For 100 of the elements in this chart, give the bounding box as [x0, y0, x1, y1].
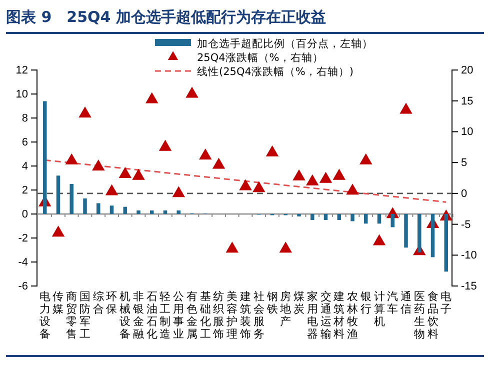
point: [212, 158, 226, 169]
point: [306, 174, 319, 186]
point: [346, 184, 359, 195]
y-tick-label: 8: [22, 112, 28, 125]
x-tick-label: 有色金属: [186, 290, 198, 340]
y-tick-label: 10: [16, 88, 28, 101]
bar: [444, 214, 448, 272]
bar: [123, 206, 127, 214]
x-tick-label: 公用事业: [173, 290, 184, 340]
point: [252, 181, 266, 192]
y-tick-label: 6: [22, 136, 28, 149]
x-tick-label: 房地产: [279, 290, 292, 328]
bar: [430, 214, 435, 258]
bar: [350, 214, 354, 222]
point: [92, 160, 105, 171]
point: [118, 166, 132, 178]
point: [65, 153, 78, 164]
bar: [136, 210, 140, 214]
point: [332, 168, 346, 180]
point: [360, 153, 372, 164]
x-tick-label: 医药生物: [414, 290, 425, 340]
point: [199, 148, 212, 160]
x-tick-label: 轻工制造: [160, 290, 171, 340]
x-tick-label: 煤炭: [294, 290, 304, 316]
y2-tick-label: 5: [461, 157, 468, 170]
x-tick-label: 环保: [106, 290, 118, 316]
x-tick-label: 美容护理: [226, 290, 238, 340]
y-tick-label: -2: [18, 232, 28, 245]
x-tick-label: 农林牧渔: [346, 290, 358, 340]
bar: [150, 210, 154, 214]
y2-tick-label: 20: [461, 64, 474, 77]
x-tick-label: 商贸零售: [66, 290, 78, 340]
x-tick-label: 电子: [440, 290, 452, 316]
y-tick-label: 2: [22, 184, 28, 197]
bar: [176, 210, 180, 214]
x-tick-label: 石油石化: [146, 290, 158, 340]
x-tick-label: 国防军工: [80, 290, 90, 340]
x-tick-label: 建筑装饰: [239, 290, 251, 340]
x-tick-label: 通信: [400, 290, 412, 316]
x-tick-label: 计算机: [374, 290, 385, 328]
legend-label: 加仓选手超配比例（百分点，左轴）: [197, 37, 373, 50]
legend-label: 25Q4涨跌幅（%，右轴）: [197, 51, 324, 64]
legend-label: 线性(25Q4涨跌幅（%，右轴）): [197, 65, 354, 78]
y-tick-label: -4: [18, 256, 28, 269]
bar: [310, 214, 314, 220]
point: [319, 172, 332, 183]
bar: [96, 203, 100, 214]
x-tick-label: 基础化工: [198, 290, 211, 340]
point: [146, 92, 158, 104]
y2-tick-label: -5: [461, 218, 471, 231]
x-tick-label: 传媒: [52, 290, 64, 316]
point: [105, 184, 118, 196]
x-tick-label: 食品饮料: [426, 290, 438, 340]
bar: [56, 176, 60, 214]
bar: [377, 214, 382, 224]
bar: [324, 214, 328, 220]
bar: [364, 214, 368, 224]
point: [78, 106, 92, 118]
bar: [418, 214, 422, 252]
y2-tick-label: 10: [461, 126, 474, 138]
x-tick-label: 机械设备: [120, 290, 131, 340]
bar: [43, 101, 47, 214]
chart-title: 图表 9 25Q4 加仓选手超低配行为存在正收益: [6, 8, 326, 26]
x-tick-label: 非银金融: [132, 290, 144, 340]
y2-tick-label: 15: [461, 95, 474, 108]
x-tick-label: 汽车: [387, 290, 398, 316]
y-tick-label: 0: [22, 208, 28, 221]
point: [292, 169, 306, 180]
point: [400, 102, 412, 114]
point: [239, 179, 252, 190]
x-tick-label: 社会服务: [253, 290, 264, 340]
bar: [110, 206, 114, 214]
point: [226, 242, 238, 253]
y-tick-label: -6: [18, 280, 28, 293]
y-tick-label: 12: [16, 64, 28, 77]
x-tick-label: 电力设备: [39, 290, 50, 340]
x-tick-label: 银行: [359, 290, 372, 316]
x-tick-label: 钢铁: [266, 290, 278, 316]
x-tick-label: 交通运输: [320, 290, 332, 340]
x-tick-label: 家用电器: [306, 290, 318, 340]
bar: [163, 210, 168, 214]
point: [279, 242, 292, 253]
y-tick-label: 4: [22, 160, 28, 173]
bar: [70, 184, 74, 214]
point: [172, 186, 185, 198]
x-tick-label: 综合: [92, 290, 104, 316]
point: [186, 86, 198, 98]
point: [52, 226, 65, 237]
bar: [83, 198, 87, 214]
point: [158, 140, 172, 151]
bar: [404, 214, 408, 248]
point: [372, 234, 386, 246]
x-tick-label: 建筑材料: [332, 290, 345, 340]
y2-tick-label: 0: [461, 188, 468, 200]
x-tick-label: 纺织服饰: [212, 290, 224, 340]
bar: [390, 214, 394, 228]
point: [132, 168, 145, 180]
y2-tick-label: -15: [461, 280, 477, 293]
point: [266, 145, 279, 156]
bar: [337, 214, 341, 220]
